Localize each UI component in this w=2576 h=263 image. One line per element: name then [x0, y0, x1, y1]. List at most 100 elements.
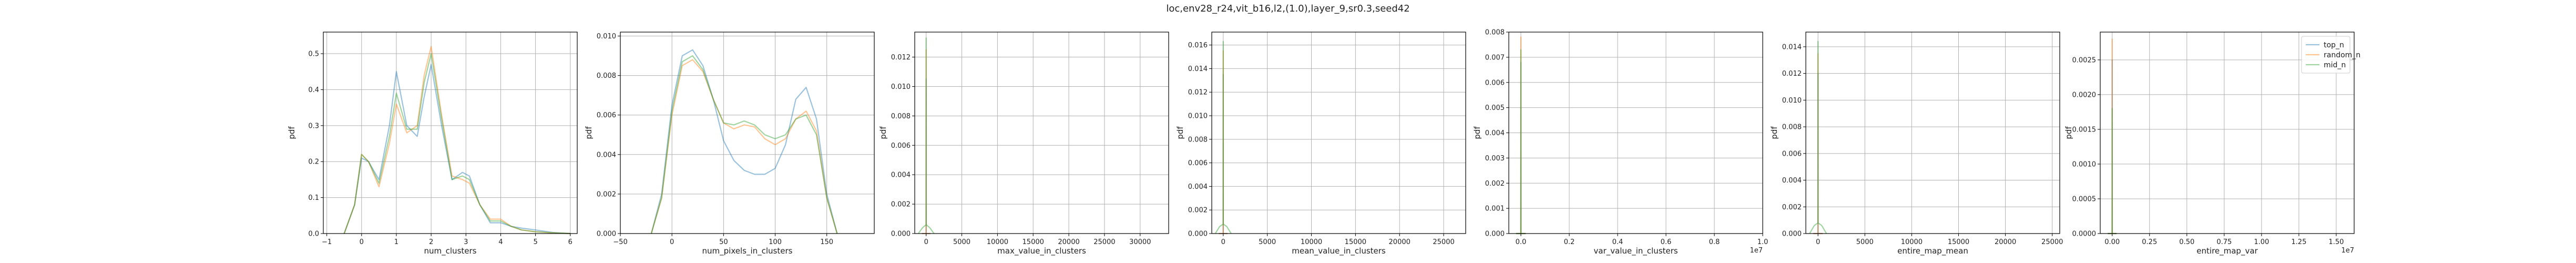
y-tick-label: 0.0020 — [2072, 91, 2097, 99]
y-tick-label: 0.002 — [597, 190, 616, 198]
y-tick-label: 0.3 — [308, 122, 319, 130]
x-tick-label: 0.25 — [2142, 238, 2157, 246]
x-tick-label: 1.0 — [1757, 238, 1769, 246]
y-tick-label: 0.004 — [1782, 177, 1802, 185]
y-tick-label: 0.006 — [597, 112, 616, 119]
x-tick-label: 0.0 — [1516, 238, 1527, 246]
y-tick-label: 0.0010 — [2072, 160, 2097, 168]
x-tick-label: 5 — [533, 238, 537, 246]
series-line-mid_n — [1809, 41, 1827, 234]
legend-label-random_n: random_n — [2324, 51, 2360, 59]
x-tick-label: 3 — [464, 238, 468, 246]
y-tick-label: 0.004 — [1485, 129, 1505, 137]
x-tick-label: 0.6 — [1661, 238, 1672, 246]
y-tick-label: 0.008 — [1485, 29, 1505, 37]
x-tick-label: 0.50 — [2179, 238, 2194, 246]
y-tick-label: 0.003 — [1485, 155, 1505, 163]
x-tick-label: 20000 — [1389, 238, 1410, 246]
y-tick-label: 0.006 — [1188, 159, 1208, 167]
y-tick-label: 0.010 — [891, 83, 911, 91]
x-tick-label: 1 — [394, 238, 398, 246]
series-line-mid_n — [343, 53, 570, 235]
x-tick-label: 0.2 — [1564, 238, 1575, 246]
x-tick-label: 10000 — [1301, 238, 1322, 246]
y-tick-label: 0.2 — [308, 158, 319, 166]
y-tick-label: 0.002 — [1782, 204, 1802, 211]
x-tick-label: 1.25 — [2291, 238, 2306, 246]
axes-frame — [620, 32, 875, 234]
y-tick-label: 0.1 — [308, 194, 319, 202]
y-tick-label: 0.004 — [597, 151, 616, 159]
y-tick-label: 0.0 — [308, 230, 319, 238]
x-offset-text: 1e7 — [2341, 247, 2354, 255]
x-axis-label: max_value_in_clusters — [997, 246, 1086, 256]
x-tick-label: 0 — [1221, 238, 1225, 246]
axes-frame — [323, 32, 578, 234]
y-tick-label: 0.007 — [1485, 54, 1505, 62]
axes-frame — [1805, 32, 2060, 234]
subplot-2: −50 0 50 100 150 0.000 0.002 0.004 0.006 0.008 0.0… — [584, 32, 875, 256]
legend-label-top_n: top_n — [2324, 41, 2344, 49]
subplot-5: 0.0 0.2 0.4 0.6 0.8 1.0 0.000 0.001 0.002 0.003 0.… — [1473, 29, 1768, 257]
y-axis-label: pdf — [878, 126, 888, 139]
y-tick-label: 0.012 — [891, 54, 911, 62]
subplot-4: 0 5000 10000 15000 20000 25000 0.000 0.002 0.004… — [1175, 32, 1466, 256]
x-tick-label: 5000 — [1259, 238, 1276, 246]
y-tick-label: 0.000 — [1782, 230, 1802, 238]
series-line-mid_n — [1214, 41, 1232, 234]
y-tick-label: 0.002 — [1188, 207, 1208, 215]
y-tick-label: 0.000 — [1188, 230, 1208, 238]
x-tick-label: 10000 — [1901, 238, 1923, 246]
y-tick-label: 0.002 — [1485, 180, 1505, 188]
subplot-6: 0 5000 10000 15000 20000 25000 0.000 0.002 0.004… — [1770, 32, 2063, 256]
y-tick-label: 0.005 — [1485, 104, 1505, 112]
y-tick-label: 0.006 — [891, 142, 911, 150]
x-tick-label: 4 — [498, 238, 503, 246]
x-tick-label: 0.00 — [2104, 238, 2120, 246]
y-tick-label: 0.0000 — [2072, 230, 2097, 238]
x-tick-label: 5000 — [1856, 238, 1874, 246]
x-tick-label: 150 — [820, 238, 833, 246]
y-tick-label: 0.008 — [1188, 136, 1208, 144]
y-tick-label: 0.014 — [1188, 65, 1208, 73]
y-tick-label: 0.012 — [1782, 70, 1802, 78]
series-line-mid_n — [650, 55, 838, 234]
y-tick-label: 0.016 — [1188, 42, 1208, 49]
x-tick-label: 25000 — [1093, 238, 1115, 246]
y-tick-label: 0.0025 — [2072, 56, 2097, 64]
legend-box — [2301, 36, 2350, 74]
series-line-random_n — [343, 46, 570, 235]
x-tick-label: 0 — [924, 238, 928, 246]
x-axis-label: entire_map_var — [2196, 246, 2258, 256]
x-axis-label: var_value_in_clusters — [1593, 246, 1678, 256]
series-line-mid_n — [917, 37, 935, 234]
y-axis-label: pdf — [2064, 126, 2073, 139]
y-tick-label: 0.004 — [891, 171, 911, 179]
series-line-random_n — [650, 59, 838, 234]
x-tick-label: 0 — [670, 238, 674, 246]
y-tick-label: 0.4 — [308, 86, 319, 94]
y-tick-label: 0.0015 — [2072, 126, 2097, 134]
legend: top_n random_n mid_n — [2301, 36, 2360, 74]
x-tick-label: 50 — [719, 238, 728, 246]
x-tick-label: 1.00 — [2254, 238, 2269, 246]
y-axis-label: pdf — [287, 126, 297, 139]
subplot-3: 0 5000 10000 15000 20000 25000 30000 0.000 0.002… — [878, 32, 1169, 256]
x-tick-label: 20000 — [1995, 238, 2016, 246]
y-axis-label: pdf — [584, 126, 594, 139]
x-tick-label: 0.4 — [1612, 238, 1623, 246]
y-tick-label: 0.012 — [1188, 89, 1208, 97]
x-tick-label: 100 — [769, 238, 782, 246]
x-tick-label: 25000 — [2041, 238, 2063, 246]
x-axis-label: mean_value_in_clusters — [1292, 246, 1386, 256]
x-tick-label: 0 — [360, 238, 364, 246]
y-tick-label: 0.008 — [1782, 124, 1802, 132]
y-tick-label: 0.006 — [1782, 150, 1802, 158]
axes-frame — [914, 32, 1169, 234]
x-axis-label: num_clusters — [424, 246, 477, 256]
x-tick-label: 15000 — [1345, 238, 1366, 246]
y-tick-label: 0.006 — [1485, 79, 1505, 87]
x-tick-label: 15000 — [1023, 238, 1044, 246]
